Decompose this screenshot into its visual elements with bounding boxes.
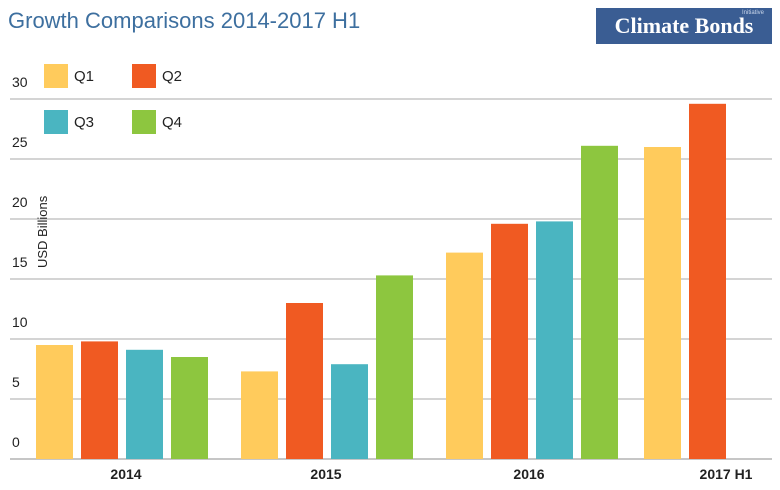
legend-swatch-q2: [132, 64, 156, 88]
bar-q1-2017-h1: [644, 147, 681, 459]
legend-swatch-q3: [44, 110, 68, 134]
legend: Q1 Q2 Q3 Q4: [44, 64, 182, 134]
bar-q1-2014: [36, 345, 73, 459]
y-axis-label: USD Billions: [35, 195, 50, 268]
x-category-label: 2014: [110, 466, 141, 482]
bar-q1-2016: [446, 252, 483, 459]
chart-title: Growth Comparisons 2014-2017 H1: [8, 8, 361, 33]
y-tick-label: 15: [12, 254, 28, 270]
bar-q4-2015: [376, 275, 413, 459]
bar-q2-2017-h1: [689, 103, 726, 460]
bar-q2-2014: [81, 341, 118, 459]
bar-q2-2016: [491, 223, 528, 459]
logo-text: Climate Bonds: [614, 13, 754, 38]
y-tick-label: 30: [12, 74, 28, 90]
logo-subtext: Initiative: [741, 10, 764, 16]
x-category-label: 2015: [310, 466, 341, 482]
y-tick-label: 5: [12, 374, 20, 390]
climate-bonds-logo: Climate Bonds Initiative: [596, 8, 772, 44]
y-axis-ticks: 0 5 10 15 20 25 30: [12, 74, 28, 450]
x-category-label: 2016: [513, 466, 544, 482]
bars: [36, 103, 726, 460]
legend-label-q3: Q3: [74, 114, 94, 131]
y-tick-label: 25: [12, 134, 28, 150]
bar-q4-2016: [581, 145, 618, 460]
x-category-label: 2017 H1: [700, 466, 753, 482]
legend-label-q2: Q2: [162, 68, 182, 85]
legend-swatch-q1: [44, 64, 68, 88]
x-axis-categories: 2014 2015 2016 2017 H1: [110, 466, 752, 482]
legend-label-q4: Q4: [162, 114, 182, 131]
bar-q2-2015: [286, 303, 323, 459]
bar-q3-2016: [536, 221, 573, 459]
bar-q3-2014: [126, 349, 163, 459]
y-tick-label: 0: [12, 434, 20, 450]
legend-swatch-q4: [132, 110, 156, 134]
y-tick-label: 20: [12, 194, 28, 210]
bar-q4-2014: [171, 357, 208, 459]
y-tick-label: 10: [12, 314, 28, 330]
bar-q1-2015: [241, 371, 278, 459]
bar-q3-2015: [331, 364, 368, 459]
legend-label-q1: Q1: [74, 68, 94, 85]
